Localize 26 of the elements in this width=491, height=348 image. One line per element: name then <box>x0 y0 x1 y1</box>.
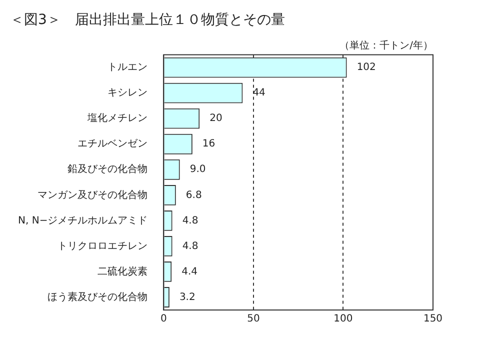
y-tick-label: N, N−ジメチルホルムアミド <box>18 215 148 226</box>
data-label: 16 <box>202 138 216 150</box>
chart-title: ＜図3＞ 届出排出量上位１０物質とその量 <box>10 12 285 28</box>
y-tick-label: キシレン <box>108 88 148 99</box>
y-tick-label: トリクロロエチレン <box>58 240 148 252</box>
x-tick-label: 150 <box>423 314 443 325</box>
y-tick-label: 鉛及びその化合物 <box>68 163 148 176</box>
y-tick-label: ほう素及びその化合物 <box>48 290 148 303</box>
data-label: 4.4 <box>182 266 198 278</box>
x-tick-label: 50 <box>247 314 260 325</box>
y-tick-label: 塩化メチレン <box>86 112 148 124</box>
y-tick-label: 二硫化炭素 <box>98 265 148 278</box>
y-tick-label: マンガン及びその化合物 <box>38 188 148 201</box>
data-label: 6.8 <box>186 190 202 201</box>
data-label: 20 <box>210 113 222 124</box>
data-label: 44 <box>252 88 266 99</box>
text: （単位：千トン/年） <box>340 39 433 52</box>
data-label: 3.2 <box>179 292 196 303</box>
data-label: 102 <box>356 62 376 74</box>
x-tick-label: 0 <box>160 314 167 325</box>
y-tick-label: エチルベンゼン <box>78 138 148 150</box>
data-label: 9.0 <box>190 164 206 176</box>
data-label: 4.8 <box>182 215 198 226</box>
data-label: 4.8 <box>182 240 198 252</box>
x-tick-label: 100 <box>334 314 353 325</box>
y-tick-label: トルエン <box>108 62 148 74</box>
